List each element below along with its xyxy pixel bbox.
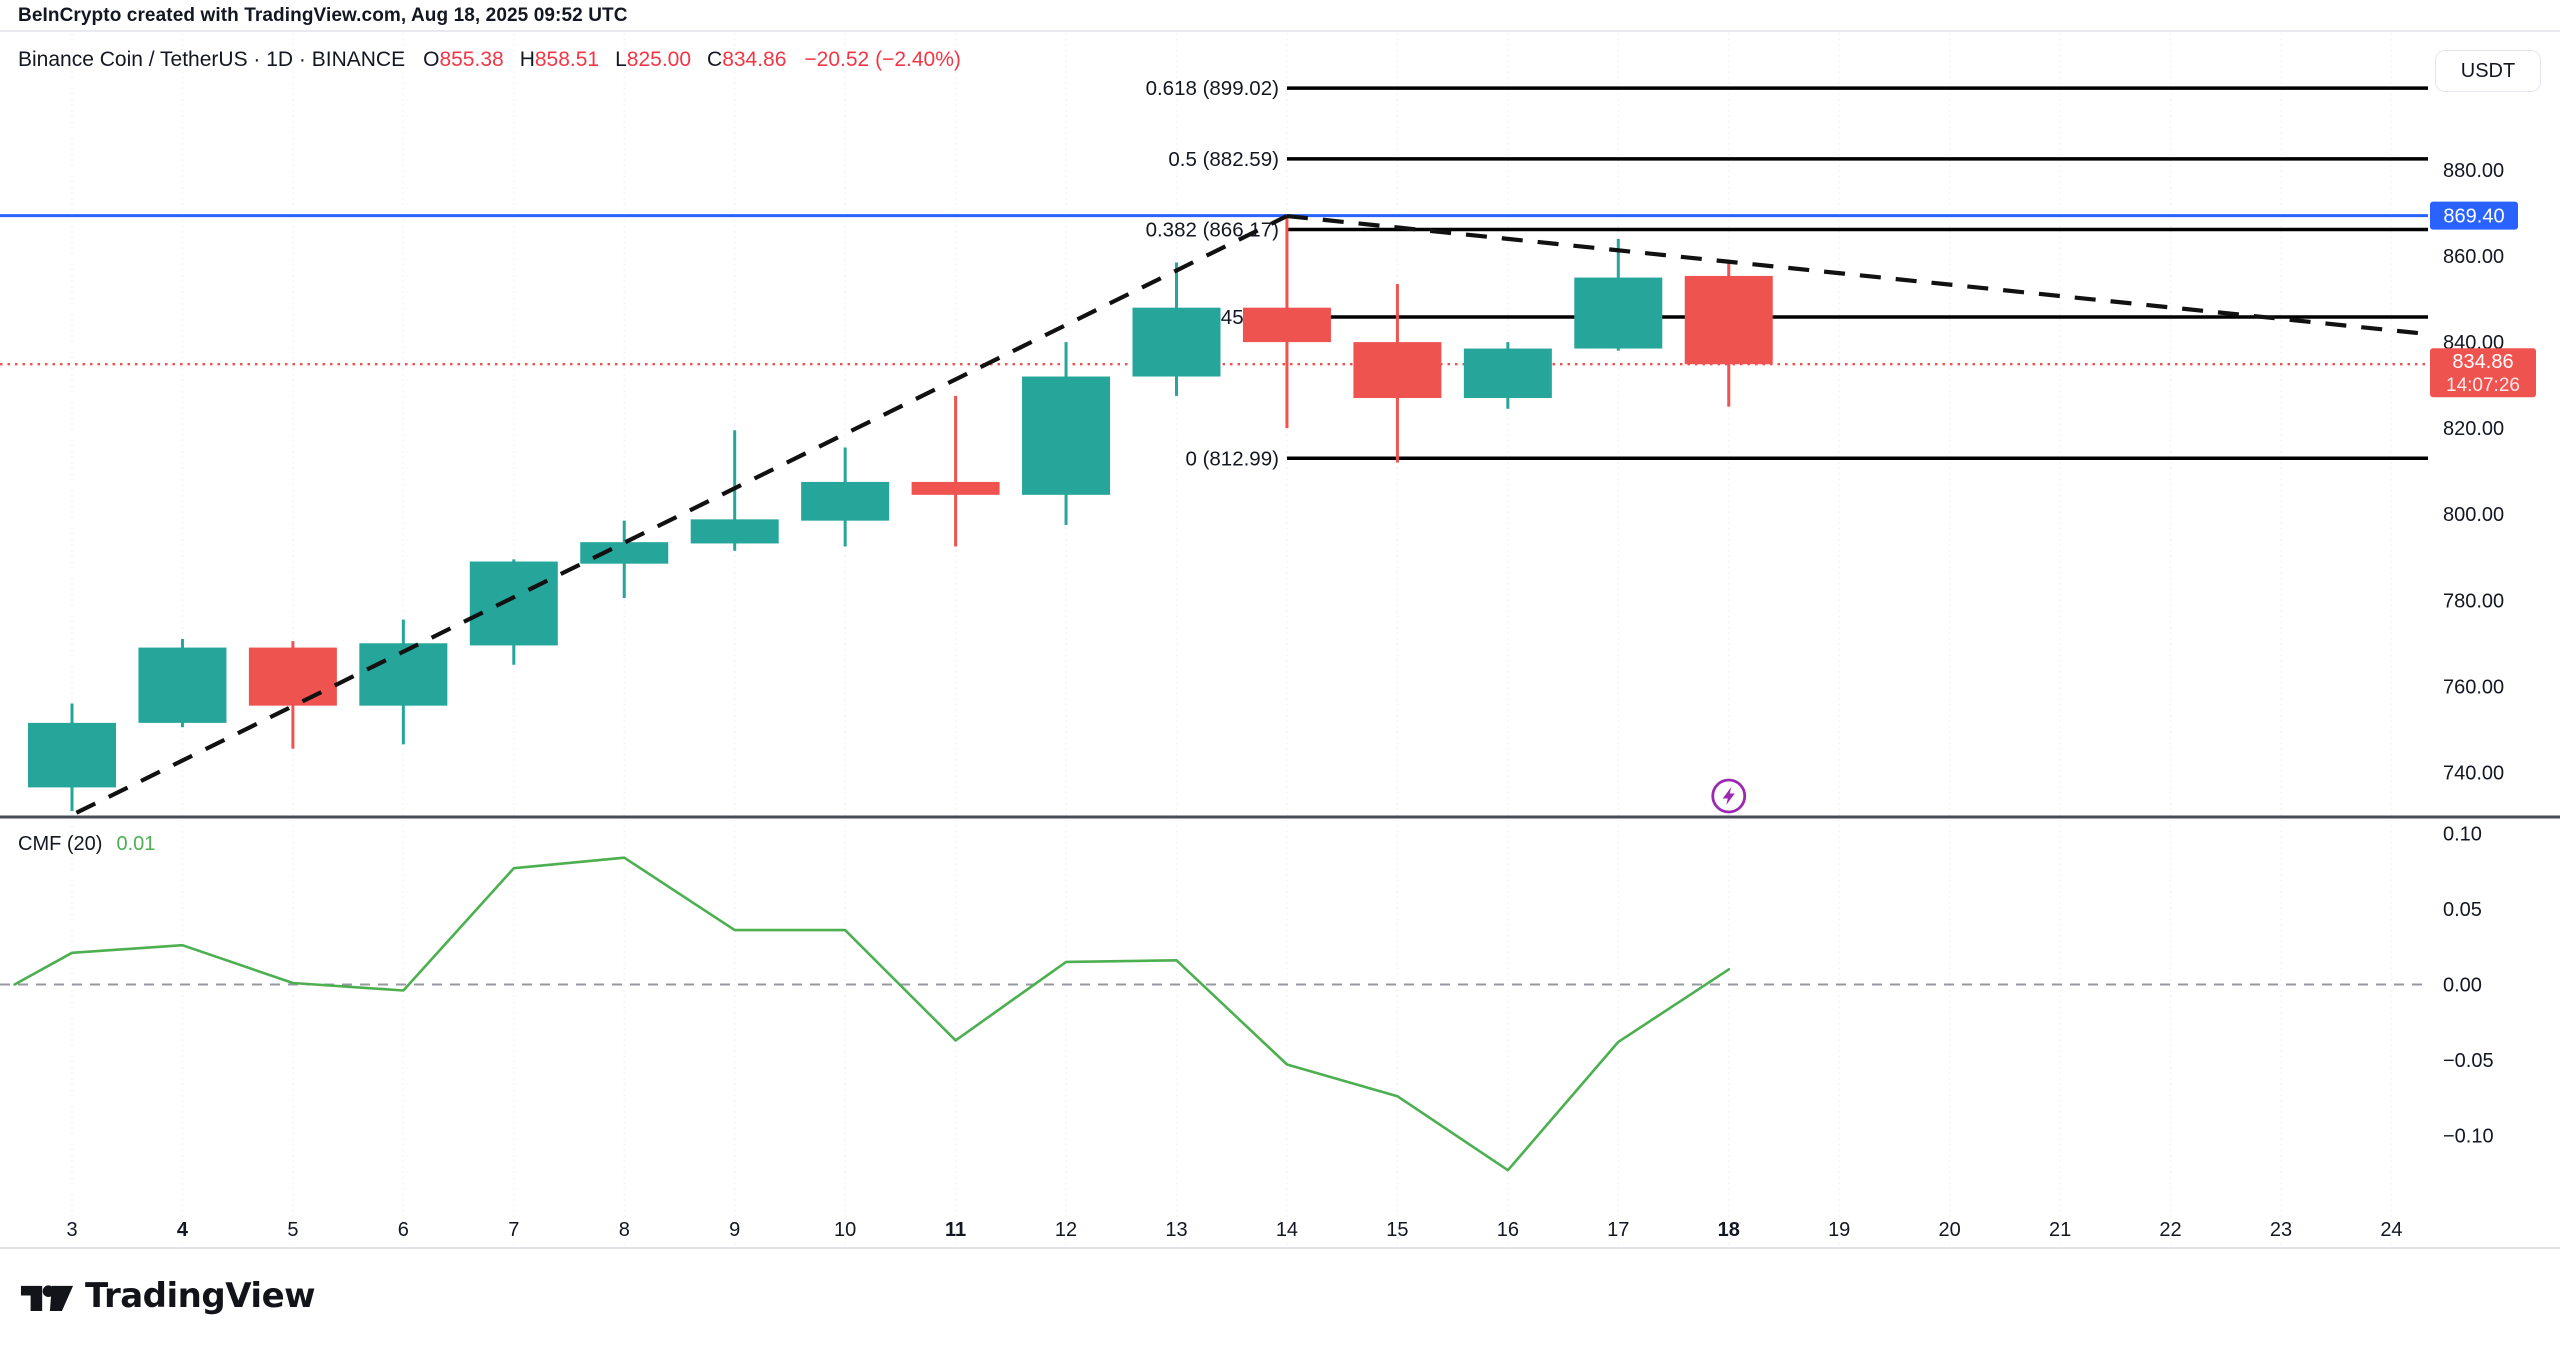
ohlc-open: O855.38 <box>423 48 504 71</box>
date-label-20: 20 <box>1939 1219 1961 1241</box>
date-label-6: 6 <box>398 1219 409 1241</box>
date-label-17: 17 <box>1607 1219 1629 1241</box>
cmf-value: 0.01 <box>116 833 156 855</box>
date-label-4: 4 <box>177 1219 189 1241</box>
last-price-tag <box>2430 348 2536 398</box>
price-axis-label: 860.00 <box>2443 246 2504 268</box>
candle-body-day-9 <box>690 519 779 544</box>
symbol-legend: Binance Coin / TetherUS · 1D · BINANCE O… <box>18 48 961 72</box>
price-axis-label: 800.00 <box>2443 504 2504 526</box>
cmf-line <box>13 856 1731 1172</box>
last-price-tag-value: 834.86 <box>2452 351 2513 373</box>
candle-body-day-16 <box>1463 348 1552 399</box>
price-axis-label: 880.00 <box>2443 160 2504 182</box>
candle-body-day-15 <box>1353 342 1442 399</box>
candle-body-day-12 <box>1022 376 1111 495</box>
price-axis-label: 760.00 <box>2443 676 2504 698</box>
level-price-tag-label: 869.40 <box>2443 206 2504 228</box>
candle-body-day-4 <box>138 647 227 723</box>
candle-body-day-10 <box>801 481 890 521</box>
candle-body-day-13 <box>1132 307 1221 377</box>
date-label-15: 15 <box>1386 1219 1408 1241</box>
candle-body-day-8 <box>580 542 669 564</box>
header-credit: BeInCrypto created with TradingView.com,… <box>18 5 628 26</box>
candle-body-day-7 <box>469 561 558 646</box>
tradingview-logo-icon <box>20 1284 74 1311</box>
cmf-axis-label: 0.05 <box>2443 899 2482 921</box>
candle-body-day-18 <box>1684 275 1773 365</box>
date-label-18: 18 <box>1718 1219 1740 1241</box>
descending-trendline <box>1286 213 2423 336</box>
price-axis-label: 780.00 <box>2443 590 2504 612</box>
price-axis-label: 740.00 <box>2443 762 2504 784</box>
tradingview-brand-link[interactable]: TradingView <box>20 1276 316 1316</box>
date-label-19: 19 <box>1828 1219 1850 1241</box>
currency-button[interactable]: USDT <box>2435 50 2541 92</box>
date-label-16: 16 <box>1497 1219 1519 1241</box>
level-price-tag <box>2430 201 2518 230</box>
date-label-23: 23 <box>2270 1219 2292 1241</box>
date-label-5: 5 <box>287 1219 298 1241</box>
fib-label: 0.618 (899.02) <box>1146 77 1279 100</box>
date-label-24: 24 <box>2380 1219 2402 1241</box>
ohlc-low: L825.00 <box>615 48 692 71</box>
date-label-7: 7 <box>508 1219 519 1241</box>
price-change: −20.52 (−2.40%) <box>804 48 961 71</box>
last-price-tag-countdown: 14:07:26 <box>2446 375 2520 396</box>
date-label-13: 13 <box>1165 1219 1187 1241</box>
ohlc-high: H858.51 <box>519 48 600 71</box>
candle-body-day-3 <box>28 722 116 788</box>
date-label-22: 22 <box>2159 1219 2181 1241</box>
candle-body-day-14 <box>1242 307 1331 343</box>
symbol-title: Binance Coin / TetherUS · 1D · BINANCE <box>18 48 406 71</box>
cmf-axis-label: −0.05 <box>2443 1050 2494 1072</box>
date-label-21: 21 <box>2049 1219 2071 1241</box>
cmf-axis-label: 0.10 <box>2443 824 2482 846</box>
candle-body-day-5 <box>248 647 337 706</box>
pane-separator[interactable] <box>0 815 2560 819</box>
ohlc-close: C834.86 <box>707 48 787 71</box>
fib-label: 0.382 (866.17) <box>1146 219 1279 242</box>
date-label-14: 14 <box>1276 1219 1298 1241</box>
lightning-icon <box>1722 787 1735 805</box>
date-label-12: 12 <box>1055 1219 1077 1241</box>
candle-wick-day-11 <box>954 395 958 547</box>
fib-label: 0 (812.99) <box>1185 447 1278 470</box>
price-axis-label: 820.00 <box>2443 418 2504 440</box>
date-label-11: 11 <box>945 1219 966 1241</box>
candle-body-day-11 <box>911 481 1000 495</box>
ascending-trendline <box>75 214 1288 815</box>
cmf-axis-label: −0.10 <box>2443 1126 2494 1148</box>
date-label-10: 10 <box>834 1219 856 1241</box>
date-label-3: 3 <box>66 1219 77 1241</box>
candle-body-day-17 <box>1574 277 1663 349</box>
cmf-label: CMF (20) <box>18 833 103 855</box>
cmf-axis-label: 0.00 <box>2443 975 2482 997</box>
date-label-8: 8 <box>619 1219 630 1241</box>
fib-label: 0.5 (882.59) <box>1168 148 1279 171</box>
cmf-indicator-legend: CMF (20) 0.01 <box>18 833 155 856</box>
tradingview-wordmark: TradingView <box>85 1276 316 1316</box>
date-label-9: 9 <box>729 1219 740 1241</box>
